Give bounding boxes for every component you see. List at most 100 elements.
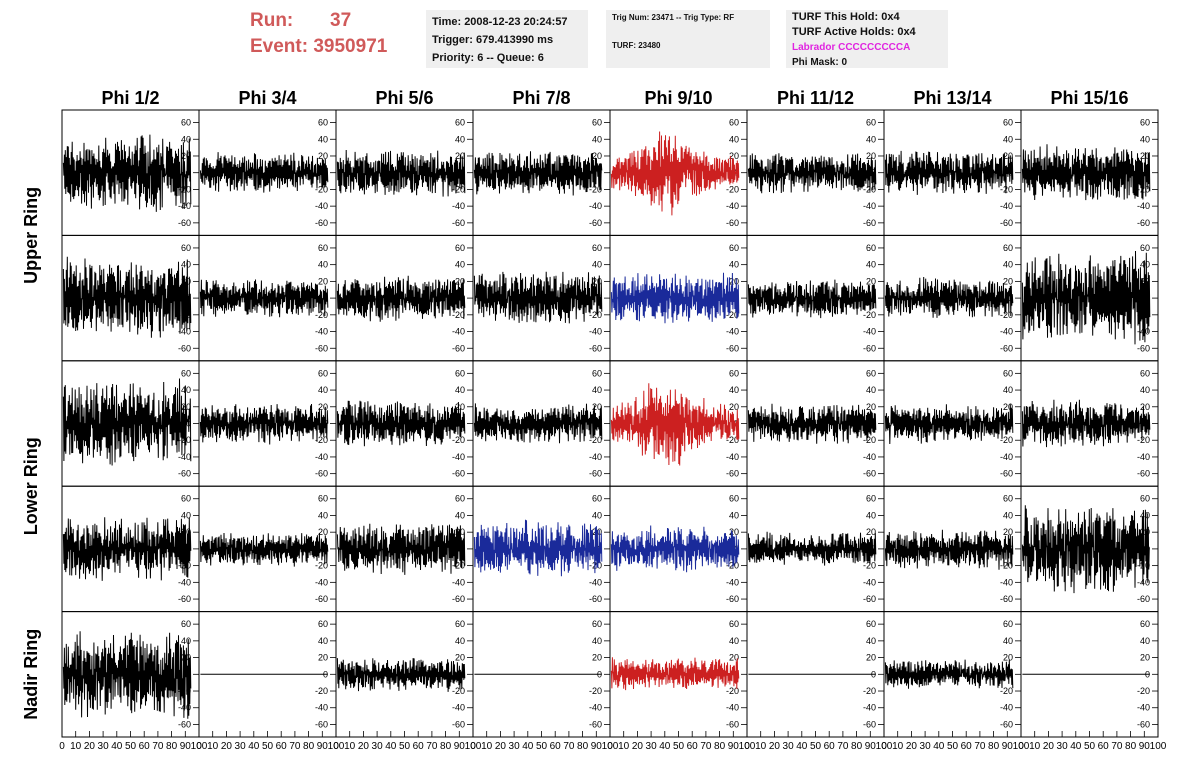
y-tick-label: -40: [863, 327, 876, 337]
x-tick-label: 10: [755, 741, 767, 752]
x-tick-label: 70: [426, 741, 438, 752]
labrador-text: Labrador CCCCCCCCCA: [792, 42, 911, 53]
x-tick-label: 10: [70, 741, 82, 752]
y-tick-label: 40: [592, 510, 602, 520]
y-tick-label: -20: [863, 561, 876, 571]
x-tick-label: 0: [1018, 741, 1024, 752]
y-tick-label: -60: [1137, 218, 1150, 228]
x-tick-label: 80: [440, 741, 452, 752]
y-tick-label: -40: [315, 577, 328, 587]
y-tick-label: -20: [863, 686, 876, 696]
y-tick-label: 40: [592, 385, 602, 395]
x-tick-label: 90: [1139, 741, 1151, 752]
y-tick-label: 60: [318, 368, 328, 378]
y-tick-label: -20: [452, 184, 465, 194]
y-tick-label: -20: [1137, 435, 1150, 445]
y-tick-label: 60: [1140, 619, 1150, 629]
y-tick-label: 40: [455, 510, 465, 520]
x-tick-label: 70: [152, 741, 164, 752]
row-header: Lower Ring: [21, 437, 41, 535]
x-tick-label: 90: [180, 741, 192, 752]
y-tick-label: 20: [1003, 276, 1013, 286]
y-tick-label: 20: [592, 653, 602, 663]
y-tick-label: -20: [315, 686, 328, 696]
x-tick-label: 50: [536, 741, 548, 752]
y-tick-label: -60: [863, 343, 876, 353]
y-tick-label: 60: [592, 494, 602, 504]
y-tick-label: 60: [729, 368, 739, 378]
y-tick-label: 40: [729, 385, 739, 395]
y-tick-label: 20: [729, 276, 739, 286]
y-tick-label: 40: [181, 260, 191, 270]
y-tick-label: 20: [1003, 653, 1013, 663]
y-tick-label: -60: [726, 469, 739, 479]
y-tick-label: -40: [1000, 201, 1013, 211]
y-tick-label: -60: [1000, 594, 1013, 604]
y-tick-label: 40: [318, 134, 328, 144]
turf-active-holds-text: TURF Active Holds: 0x4: [792, 26, 916, 38]
x-tick-label: 60: [961, 741, 973, 752]
y-tick-label: -20: [452, 561, 465, 571]
waveform-trace: [199, 152, 329, 193]
y-tick-label: 40: [592, 134, 602, 144]
y-tick-label: 20: [455, 653, 465, 663]
y-tick-label: -40: [1000, 703, 1013, 713]
y-tick-label: -60: [452, 719, 465, 729]
x-tick-label: 100: [1013, 741, 1030, 752]
y-tick-label: -40: [315, 703, 328, 713]
y-tick-label: 40: [1003, 636, 1013, 646]
y-tick-label: -40: [1137, 452, 1150, 462]
y-tick-label: 20: [318, 527, 328, 537]
y-tick-label: -20: [1000, 310, 1013, 320]
y-tick-label: 60: [866, 118, 876, 128]
y-tick-label: -60: [178, 218, 191, 228]
x-tick-label: 70: [700, 741, 712, 752]
y-tick-label: 20: [866, 653, 876, 663]
turf-info-box: TURF This Hold: 0x4 TURF Active Holds: 0…: [786, 10, 948, 68]
x-tick-label: 70: [837, 741, 849, 752]
waveform-trace: [610, 657, 740, 691]
y-tick-label: 40: [455, 385, 465, 395]
y-tick-label: -20: [315, 561, 328, 571]
y-tick-label: 20: [592, 151, 602, 161]
y-tick-label: 60: [1003, 118, 1013, 128]
y-tick-label: 20: [181, 151, 191, 161]
y-tick-label: -60: [1000, 719, 1013, 729]
y-tick-label: -60: [315, 469, 328, 479]
y-tick-label: -60: [589, 719, 602, 729]
waveform-trace: [610, 131, 740, 216]
waveform-trace: [473, 519, 603, 577]
y-tick-label: 60: [592, 118, 602, 128]
waveform-trace: [336, 275, 466, 322]
event-label: Event:: [250, 36, 309, 57]
x-tick-label: 90: [865, 741, 877, 752]
x-tick-label: 30: [235, 741, 247, 752]
y-tick-label: 60: [181, 494, 191, 504]
x-tick-label: 100: [876, 741, 893, 752]
y-tick-label: 60: [866, 368, 876, 378]
priority-text: Priority: 6 -- Queue: 6: [432, 52, 544, 64]
x-tick-label: 100: [191, 741, 208, 752]
y-tick-label: 60: [455, 243, 465, 253]
y-tick-label: -60: [1137, 719, 1150, 729]
y-tick-label: 60: [181, 243, 191, 253]
waveform-trace: [473, 403, 603, 444]
x-tick-label: 100: [602, 741, 619, 752]
y-tick-label: -40: [452, 703, 465, 713]
waveform-trace: [1021, 399, 1151, 448]
waveform-trace: [62, 256, 192, 338]
x-tick-label: 10: [344, 741, 356, 752]
waveform-trace: [884, 150, 1014, 195]
turf-num-text: TURF: 23480: [612, 41, 661, 50]
y-tick-label: 40: [592, 636, 602, 646]
x-tick-label: 40: [385, 741, 397, 752]
x-tick-label: 20: [769, 741, 781, 752]
row-header: Nadir Ring: [21, 629, 41, 720]
x-tick-label: 80: [303, 741, 315, 752]
x-tick-label: 40: [796, 741, 808, 752]
y-tick-label: -20: [589, 435, 602, 445]
y-tick-label: -40: [178, 201, 191, 211]
x-tick-label: 80: [988, 741, 1000, 752]
y-tick-label: -20: [315, 435, 328, 445]
